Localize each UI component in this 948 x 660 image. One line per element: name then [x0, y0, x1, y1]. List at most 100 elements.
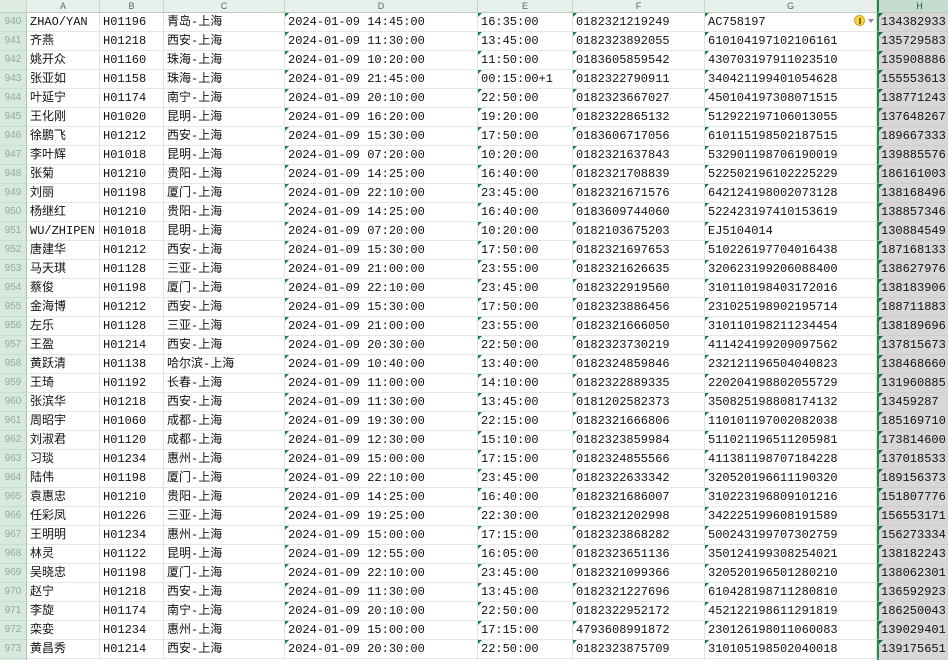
cell-order-no[interactable]: 0182321671576 [573, 184, 705, 203]
row-number[interactable]: 940 [0, 13, 27, 32]
cell-id-number[interactable]: 532901198706190019 [705, 146, 877, 165]
cell-mobile-number[interactable]: 135729583 [877, 32, 948, 51]
cell-name[interactable]: 任彩凤 [27, 507, 100, 526]
cell-order-no[interactable]: 0182321227696 [573, 583, 705, 602]
cell-order-no[interactable]: 0182321708839 [573, 165, 705, 184]
cell-name[interactable]: 金海博 [27, 298, 100, 317]
cell-id-number[interactable]: 320520196501280210 [705, 564, 877, 583]
cell-departure-datetime[interactable]: 2024-01-09 14:25:00 [285, 203, 478, 222]
cell-route[interactable]: 珠海-上海 [164, 70, 285, 89]
cell-mobile-number[interactable]: 138189696 [877, 317, 948, 336]
cell-order-no[interactable]: 0182322633342 [573, 469, 705, 488]
cell-route[interactable]: 南宁-上海 [164, 602, 285, 621]
cell-route[interactable]: 惠州-上海 [164, 621, 285, 640]
cell-order-no[interactable]: 0183606717056 [573, 127, 705, 146]
cell-flight-no[interactable]: H01120 [100, 431, 164, 450]
cell-arrival-time[interactable]: 15:10:00 [478, 431, 573, 450]
cell-id-number[interactable]: EJ5104014 [705, 222, 877, 241]
cell-arrival-time[interactable]: 17:15:00 [478, 526, 573, 545]
cell-order-no[interactable]: 0182323859984 [573, 431, 705, 450]
row-number[interactable]: 958 [0, 355, 27, 374]
cell-departure-datetime[interactable]: 2024-01-09 20:30:00 [285, 640, 478, 659]
cell-route[interactable]: 西安-上海 [164, 241, 285, 260]
cell-mobile-number[interactable]: 138857346 [877, 203, 948, 222]
cell-departure-datetime[interactable]: 2024-01-09 11:30:00 [285, 393, 478, 412]
cell-mobile-number[interactable]: 137815673 [877, 336, 948, 355]
cell-arrival-time[interactable]: 23:55:00 [478, 260, 573, 279]
cell-mobile-number[interactable]: 138182243 [877, 545, 948, 564]
cell-arrival-time[interactable]: 23:45:00 [478, 564, 573, 583]
cell-mobile-number[interactable]: 135908886 [877, 51, 948, 70]
cell-flight-no[interactable]: H01234 [100, 450, 164, 469]
cell-id-number[interactable]: 610104197102106161 [705, 32, 877, 51]
cell-departure-datetime[interactable]: 2024-01-09 19:30:00 [285, 412, 478, 431]
cell-mobile-number[interactable]: 155553613 [877, 70, 948, 89]
cell-id-number[interactable]: 350124199308254021 [705, 545, 877, 564]
cell-order-no[interactable]: 0182323892055 [573, 32, 705, 51]
cell-flight-no[interactable]: H01192 [100, 374, 164, 393]
cell-mobile-number[interactable]: 134382933 [877, 13, 948, 32]
cell-flight-no[interactable]: H01218 [100, 583, 164, 602]
cell-mobile-number[interactable]: 188711883 [877, 298, 948, 317]
cell-order-no[interactable]: 0182323651136 [573, 545, 705, 564]
cell-id-number[interactable]: 411424199209097562 [705, 336, 877, 355]
cell-route[interactable]: 西安-上海 [164, 298, 285, 317]
cell-arrival-time[interactable]: 16:40:00 [478, 165, 573, 184]
cell-arrival-time[interactable]: 22:50:00 [478, 640, 573, 659]
cell-departure-datetime[interactable]: 2024-01-09 12:55:00 [285, 545, 478, 564]
cell-id-number[interactable]: 452122198611291819 [705, 602, 877, 621]
cell-name[interactable]: 齐燕 [27, 32, 100, 51]
cell-order-no[interactable]: 0182323886456 [573, 298, 705, 317]
cell-name[interactable]: 王盈 [27, 336, 100, 355]
cell-arrival-time[interactable]: 23:45:00 [478, 469, 573, 488]
cell-mobile-number[interactable]: 138062301 [877, 564, 948, 583]
cell-name[interactable]: 张滨华 [27, 393, 100, 412]
cell-mobile-number[interactable]: 187168133 [877, 241, 948, 260]
cell-name[interactable]: 李叶辉 [27, 146, 100, 165]
cell-departure-datetime[interactable]: 2024-01-09 14:45:00 [285, 13, 478, 32]
cell-arrival-time[interactable]: 22:30:00 [478, 507, 573, 526]
cell-departure-datetime[interactable]: 2024-01-09 20:30:00 [285, 336, 478, 355]
cell-route[interactable]: 厦门-上海 [164, 469, 285, 488]
cell-flight-no[interactable]: H01212 [100, 127, 164, 146]
cell-arrival-time[interactable]: 22:50:00 [478, 602, 573, 621]
cell-name[interactable]: 周昭宇 [27, 412, 100, 431]
row-number[interactable]: 950 [0, 203, 27, 222]
cell-name[interactable]: 黄昌秀 [27, 640, 100, 659]
cell-name[interactable]: ZHAO/YAN [27, 13, 100, 32]
cell-departure-datetime[interactable]: 2024-01-09 15:00:00 [285, 450, 478, 469]
cell-id-number[interactable]: 610428198711280810 [705, 583, 877, 602]
cell-order-no[interactable]: 0182321626635 [573, 260, 705, 279]
cell-flight-no[interactable]: H01198 [100, 469, 164, 488]
cell-flight-no[interactable]: H01226 [100, 507, 164, 526]
cell-mobile-number[interactable]: 139029401 [877, 621, 948, 640]
cell-departure-datetime[interactable]: 2024-01-09 15:00:00 [285, 621, 478, 640]
cell-arrival-time[interactable]: 00:15:00+1 [478, 70, 573, 89]
cell-id-number[interactable]: 230126198011060083 [705, 621, 877, 640]
cell-mobile-number[interactable]: 136592923 [877, 583, 948, 602]
cell-mobile-number[interactable]: 138183906 [877, 279, 948, 298]
cell-route[interactable]: 三亚-上海 [164, 260, 285, 279]
cell-flight-no[interactable]: H01214 [100, 336, 164, 355]
row-number[interactable]: 963 [0, 450, 27, 469]
cell-arrival-time[interactable]: 16:40:00 [478, 203, 573, 222]
cell-route[interactable]: 西安-上海 [164, 393, 285, 412]
row-number[interactable]: 962 [0, 431, 27, 450]
cell-order-no[interactable]: 0183609744060 [573, 203, 705, 222]
cell-order-no[interactable]: 0182324859846 [573, 355, 705, 374]
cell-id-number[interactable]: 450104197308071515 [705, 89, 877, 108]
cell-route[interactable]: 青岛-上海 [164, 13, 285, 32]
cell-id-number[interactable]: 110101197002082038 [705, 412, 877, 431]
row-number[interactable]: 946 [0, 127, 27, 146]
cell-arrival-time[interactable]: 17:15:00 [478, 621, 573, 640]
row-number[interactable]: 969 [0, 564, 27, 583]
cell-order-no[interactable]: 0182323667027 [573, 89, 705, 108]
cell-name[interactable]: 赵宁 [27, 583, 100, 602]
cell-arrival-time[interactable]: 23:45:00 [478, 184, 573, 203]
cell-flight-no[interactable]: H01198 [100, 279, 164, 298]
cell-arrival-time[interactable]: 22:50:00 [478, 89, 573, 108]
cell-mobile-number[interactable]: 138627976 [877, 260, 948, 279]
cell-name[interactable]: 叶延宁 [27, 89, 100, 108]
cell-name[interactable]: 黄跃清 [27, 355, 100, 374]
cell-route[interactable]: 贵阳-上海 [164, 165, 285, 184]
